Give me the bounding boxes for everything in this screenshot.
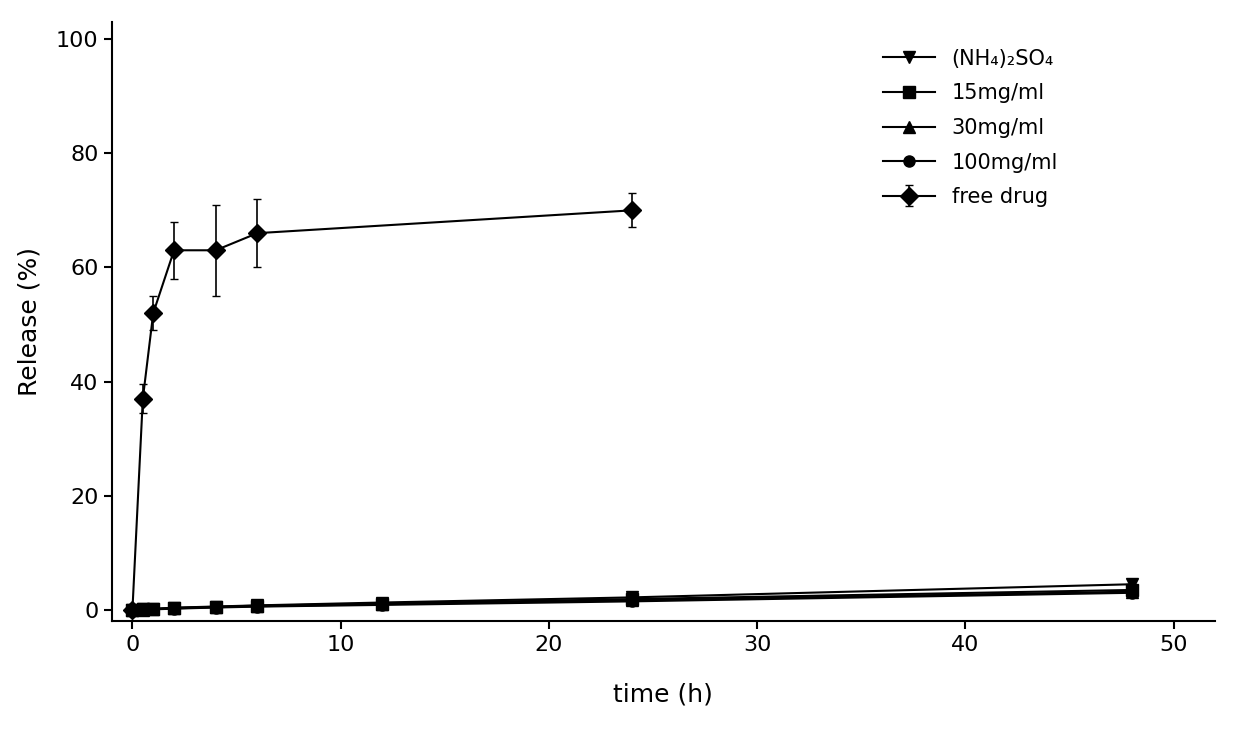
100mg/ml [146,605,161,614]
15mg/ml [374,599,389,608]
(NH₄)₂SO₄ [625,593,640,602]
30mg/ml [146,605,161,613]
Y-axis label: Release (%): Release (%) [17,247,42,396]
100mg/ml [1125,588,1140,597]
30mg/ml [625,596,640,605]
15mg/ml [166,604,181,613]
30mg/ml [374,600,389,609]
100mg/ml [250,602,265,611]
15mg/ml [1125,586,1140,594]
15mg/ml [250,602,265,610]
100mg/ml [374,601,389,610]
30mg/ml [250,602,265,610]
(NH₄)₂SO₄ [1125,580,1140,588]
30mg/ml [1125,587,1140,596]
100mg/ml [166,605,181,613]
15mg/ml [208,602,223,611]
15mg/ml [125,605,140,614]
(NH₄)₂SO₄ [146,605,161,613]
30mg/ml [208,603,223,612]
Legend: (NH₄)₂SO₄, 15mg/ml, 30mg/ml, 100mg/ml, free drug: (NH₄)₂SO₄, 15mg/ml, 30mg/ml, 100mg/ml, f… [873,38,1069,218]
(NH₄)₂SO₄ [208,602,223,611]
15mg/ml [625,595,640,604]
15mg/ml [146,605,161,613]
Line: 15mg/ml: 15mg/ml [126,584,1137,616]
(NH₄)₂SO₄ [374,598,389,607]
(NH₄)₂SO₄ [166,603,181,612]
(NH₄)₂SO₄ [250,601,265,610]
X-axis label: time (h): time (h) [614,682,713,706]
15mg/ml [135,605,150,614]
Line: 30mg/ml: 30mg/ml [126,586,1137,616]
100mg/ml [125,605,140,614]
Line: 100mg/ml: 100mg/ml [126,587,1137,616]
30mg/ml [125,605,140,614]
100mg/ml [625,597,640,606]
(NH₄)₂SO₄ [125,605,140,614]
100mg/ml [135,605,150,614]
(NH₄)₂SO₄ [135,605,150,614]
100mg/ml [208,603,223,612]
30mg/ml [166,604,181,613]
Line: (NH₄)₂SO₄: (NH₄)₂SO₄ [126,578,1138,616]
30mg/ml [135,605,150,614]
